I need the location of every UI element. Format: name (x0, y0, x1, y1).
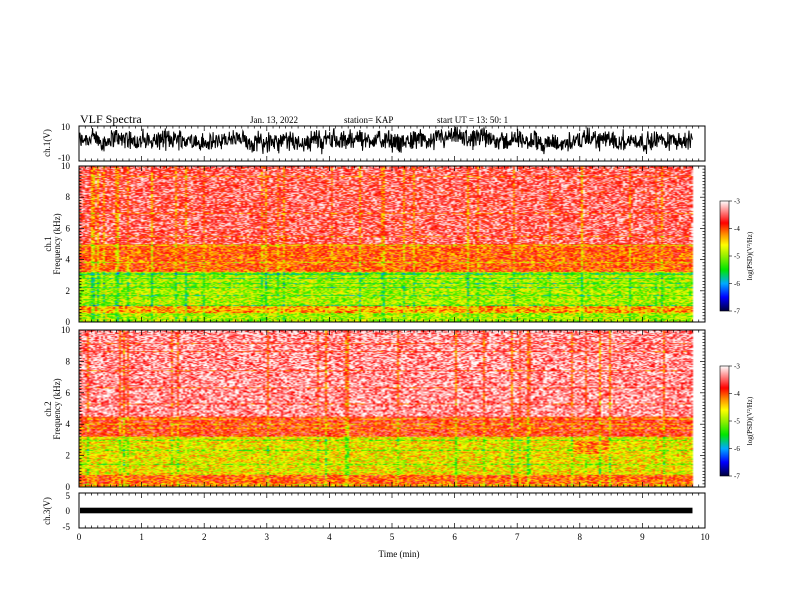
ch3-ytick-bottom: -5 (63, 522, 71, 532)
colorbar-tick-label: -4 (734, 390, 740, 398)
ch1-spectrogram-axes: 0 2 4 6 8 10 (61, 161, 706, 327)
ch2-colorbar-label: log(PSD)(V²/Hz) (746, 396, 754, 445)
spec1-ytick-label: 2 (66, 286, 71, 296)
colorbar-tick-label: -6 (734, 445, 740, 453)
figure-date: Jan. 13, 2022 (250, 115, 298, 125)
ch1-waveform-xticks (78, 126, 706, 161)
time-xtick-label: 7 (515, 532, 520, 542)
ch2-spectrogram-image (79, 330, 705, 487)
ch1-ytick-bottom: -10 (58, 153, 70, 163)
ch2-spectrogram-ch-label: ch.2 (43, 401, 53, 416)
time-xtick-label: 2 (202, 532, 207, 542)
spec2-ytick-label: 4 (66, 419, 71, 429)
time-xtick-label: 9 (640, 532, 645, 542)
ch2-spectrogram-panel: 0 2 4 6 8 10 ch.2 Frequency (kHz) (43, 325, 706, 492)
ch1-spectrogram-ylabel: Frequency (kHz) (52, 213, 62, 274)
time-axis-label: Time (min) (379, 549, 420, 559)
time-xtick-label: 5 (390, 532, 395, 542)
ch1-waveform-ylabel: ch.1(V) (42, 129, 52, 157)
ch1-spectrogram-panel: 0 2 4 6 8 10 ch.1 Frequency (kHz) (43, 161, 706, 327)
spec2-ytick-label: 6 (66, 388, 71, 398)
ch3-ytick-mid: 0 (66, 506, 71, 516)
spec1-ytick-label: 6 (66, 223, 71, 233)
figure-station: station= KAP (344, 115, 393, 125)
colorbar-tick-label: -5 (734, 253, 740, 261)
ch3-waveform-panel: 5 0 -5 ch.3(V) 0 1 2 3 4 5 6 7 8 9 10 Time (min) (42, 491, 710, 559)
ch3-ytick-top: 5 (66, 491, 71, 501)
spec1-ytick-label: 8 (66, 192, 71, 202)
ch1-waveform-trace (78, 126, 693, 155)
ch1-colorbar-gradient (720, 201, 729, 311)
colorbar-tick-label: -5 (734, 418, 740, 426)
ch1-colorbar-ticks: -3 -4 -5 -6 -7 (729, 198, 740, 316)
spec2-ytick-label: 0 (66, 482, 71, 492)
ch2-colorbar: -3 -4 -5 -6 -7 log(PSD)(V²/Hz) (719, 363, 754, 481)
ch1-ytick-top: 10 (61, 122, 71, 132)
ch3-waveform-ylabel: ch.3(V) (42, 497, 52, 525)
time-xtick-label: 6 (452, 532, 457, 542)
ch2-spectrogram-axes: 0 2 4 6 8 10 (61, 325, 706, 492)
ch1-waveform-panel: 10 -10 ch.1(V) (42, 122, 706, 163)
ch1-colorbar-label: log(PSD)(V²/Hz) (746, 231, 754, 280)
time-xtick-label: 8 (578, 532, 583, 542)
time-xtick-label: 3 (265, 532, 270, 542)
colorbar-tick-label: -4 (734, 225, 740, 233)
time-xtick-label: 1 (139, 532, 144, 542)
ch3-waveform-trace (80, 507, 693, 514)
ch1-spectrogram-ch-label: ch.1 (43, 236, 53, 251)
ch2-spectrogram-ylabel: Frequency (kHz) (52, 378, 62, 439)
spec2-ytick-label: 2 (66, 451, 71, 461)
spec1-ytick-label: 10 (61, 161, 71, 171)
ch1-colorbar: -3 -4 -5 -6 -7 log(PSD)(V²/Hz) (719, 198, 754, 316)
figure-title: VLF Spectra (80, 112, 142, 126)
ch1-spectrogram-image (79, 166, 705, 322)
figure-start-time: start UT = 13: 50: 1 (437, 115, 508, 125)
colorbar-tick-label: -7 (734, 308, 740, 316)
time-xtick-label: 10 (701, 532, 711, 542)
ch2-colorbar-gradient (720, 366, 729, 476)
spec2-ytick-label: 10 (61, 325, 71, 335)
colorbar-tick-label: -3 (734, 198, 740, 206)
colorbar-tick-label: -6 (734, 280, 740, 288)
ch2-colorbar-ticks: -3 -4 -5 -6 -7 (729, 363, 740, 481)
colorbar-tick-label: -3 (734, 363, 740, 371)
spec1-ytick-label: 4 (66, 255, 71, 265)
time-xtick-label: 4 (327, 532, 332, 542)
spec1-ytick-label: 0 (66, 317, 71, 327)
ch3-waveform-xticks: 0 1 2 3 4 5 6 7 8 9 10 (77, 493, 710, 542)
spec2-ytick-label: 8 (66, 356, 71, 366)
colorbar-tick-label: -7 (734, 473, 740, 481)
time-xtick-label: 0 (77, 532, 82, 542)
